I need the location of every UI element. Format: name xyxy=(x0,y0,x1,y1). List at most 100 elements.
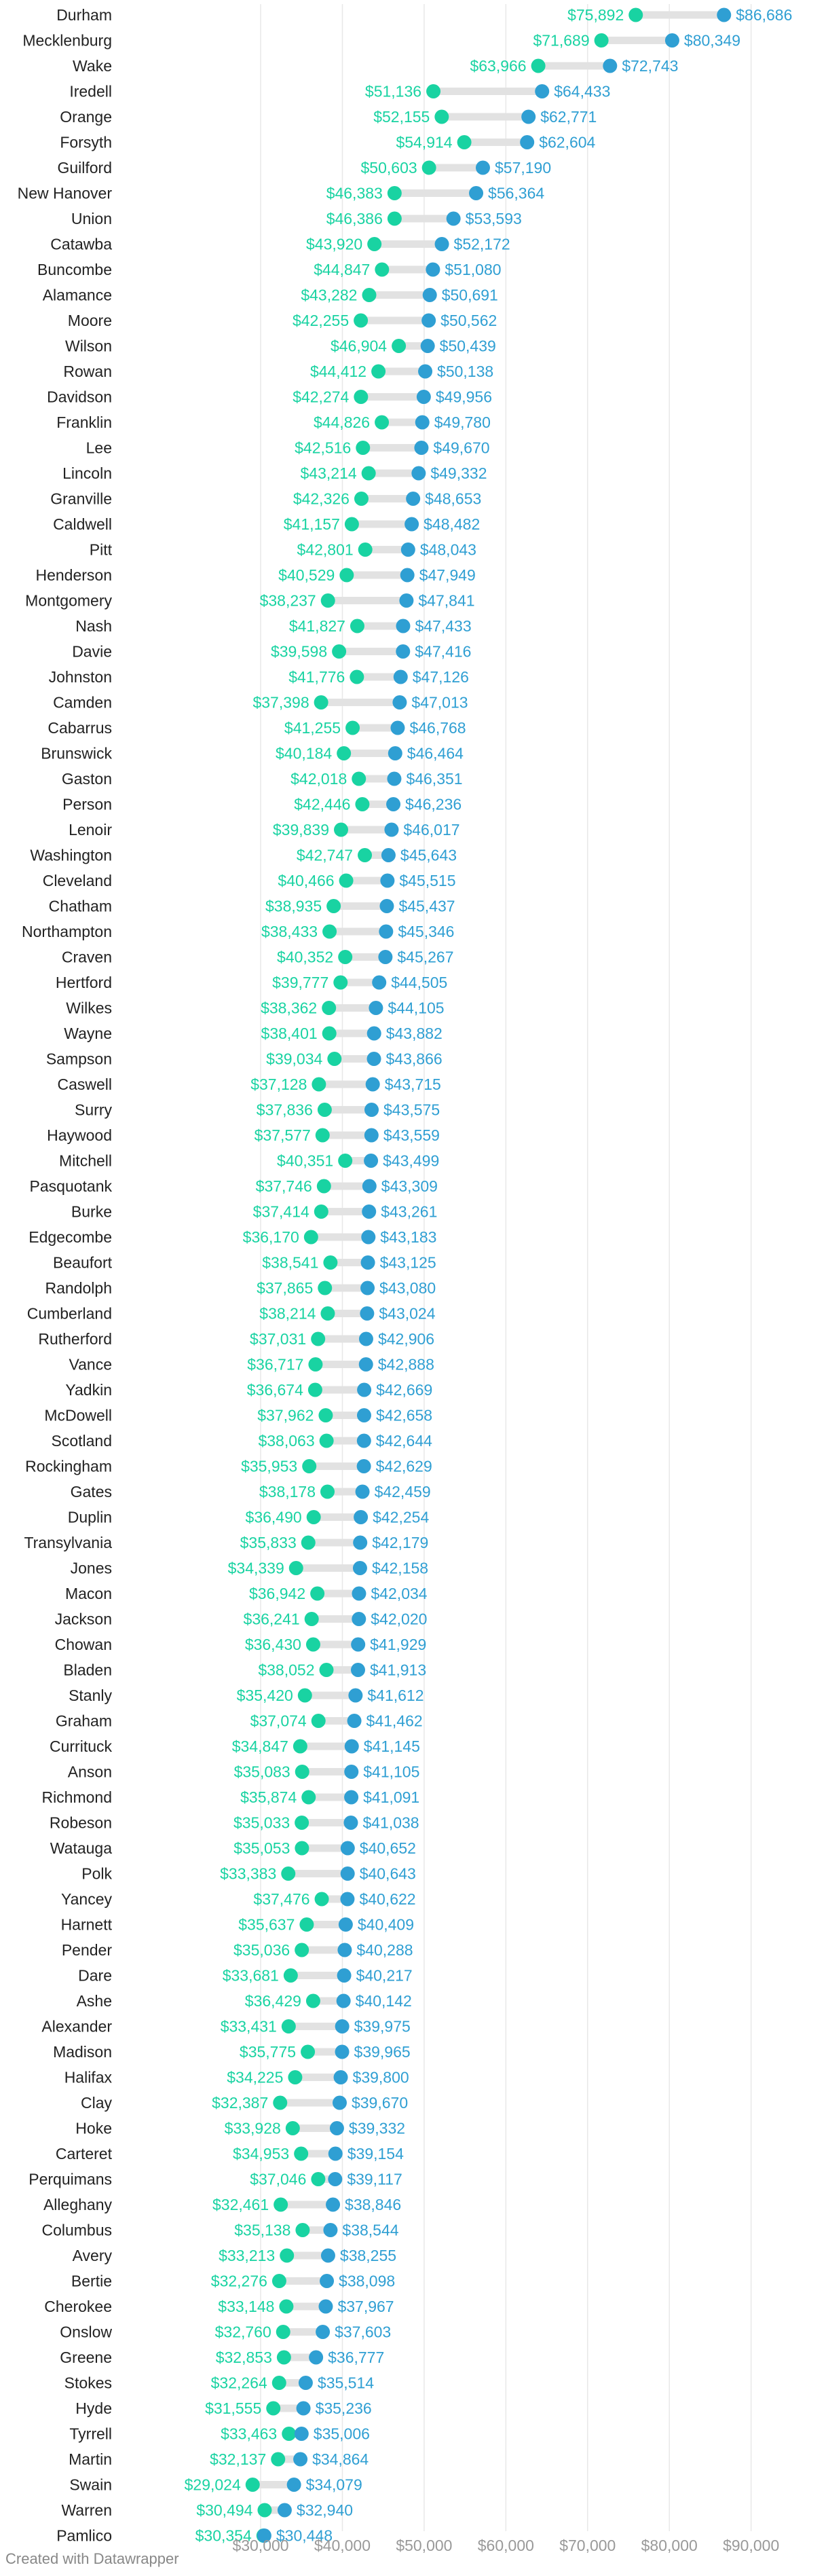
low-value-label: $40,529 xyxy=(278,566,335,584)
low-value-dot xyxy=(326,899,341,913)
high-value-dot xyxy=(475,160,490,175)
low-value-label: $41,255 xyxy=(284,719,341,737)
county-label: Davidson xyxy=(47,388,112,406)
low-value-label: $35,036 xyxy=(233,1941,290,1959)
low-value-label: $37,746 xyxy=(256,1177,312,1195)
chart-row: Lenoir $39,839 $46,017 xyxy=(69,821,460,839)
low-value-dot xyxy=(307,1382,322,1397)
high-value-label: $43,024 xyxy=(379,1305,435,1323)
high-value-dot xyxy=(415,415,430,430)
chart-row: Bertie $32,276 $38,098 xyxy=(71,2273,395,2290)
high-value-dot xyxy=(348,1688,363,1703)
low-value-label: $42,274 xyxy=(293,388,349,406)
county-label: Buncombe xyxy=(37,261,112,278)
low-value-dot xyxy=(311,2172,326,2186)
low-value-label: $35,420 xyxy=(237,1687,293,1704)
chart-row: Guilford $50,603 $57,190 xyxy=(57,159,551,177)
county-label: Montgomery xyxy=(25,592,112,610)
county-label: Wilson xyxy=(65,337,112,355)
high-value-dot xyxy=(353,1535,368,1550)
chart-row: Avery $33,213 $38,255 xyxy=(73,2247,396,2264)
high-value-label: $42,459 xyxy=(375,1483,431,1501)
low-value-dot xyxy=(318,1281,333,1295)
high-value-dot xyxy=(356,1459,371,1473)
low-value-label: $39,839 xyxy=(273,821,329,839)
high-value-label: $42,888 xyxy=(378,1356,434,1374)
high-value-dot xyxy=(379,899,394,913)
low-value-dot xyxy=(426,84,441,98)
low-value-dot xyxy=(362,288,377,302)
high-value-dot xyxy=(520,135,535,149)
chart-row: Northampton $38,433 $45,346 xyxy=(22,923,454,940)
low-value-label: $33,213 xyxy=(219,2247,275,2264)
county-label: Stanly xyxy=(69,1687,112,1704)
low-value-dot xyxy=(314,695,328,710)
county-label: Chowan xyxy=(55,1636,112,1653)
x-tick-label: $30,000 xyxy=(232,2537,288,2554)
chart-row: Craven $40,352 $45,267 xyxy=(62,949,454,966)
county-label: Macon xyxy=(65,1585,112,1602)
low-value-label: $36,170 xyxy=(243,1228,299,1246)
high-value-dot xyxy=(347,1714,362,1728)
high-value-dot xyxy=(603,58,618,73)
high-value-label: $42,034 xyxy=(371,1585,427,1602)
low-value-label: $36,430 xyxy=(245,1636,301,1653)
low-value-dot xyxy=(354,492,369,506)
high-value-label: $48,043 xyxy=(420,541,476,559)
high-value-label: $41,038 xyxy=(362,1814,419,1832)
county-label: Washington xyxy=(30,847,112,864)
low-value-dot xyxy=(271,2274,286,2288)
low-value-dot xyxy=(387,186,402,200)
chart-row: Union $46,386 $53,593 xyxy=(71,210,522,227)
low-value-label: $33,681 xyxy=(223,1967,279,1985)
chart-row: Surry $37,836 $43,575 xyxy=(75,1101,440,1119)
low-value-dot xyxy=(317,1103,332,1117)
high-value-dot xyxy=(411,466,426,481)
low-value-label: $35,033 xyxy=(233,1814,290,1832)
high-value-label: $46,351 xyxy=(406,770,462,788)
chart-row: Rowan $44,412 $50,138 xyxy=(63,363,493,380)
low-value-label: $42,446 xyxy=(294,796,350,813)
chart-row: Gates $38,178 $42,459 xyxy=(71,1483,431,1501)
x-tick-label: $40,000 xyxy=(314,2537,371,2554)
high-value-label: $43,866 xyxy=(386,1050,443,1068)
high-value-dot xyxy=(360,1281,375,1295)
high-value-dot xyxy=(364,1154,379,1168)
county-label: Iredell xyxy=(69,83,112,100)
chart-row: Alamance $43,282 $50,691 xyxy=(43,287,498,304)
county-label: Bertie xyxy=(71,2273,112,2290)
high-value-label: $53,593 xyxy=(466,210,522,227)
county-label: Nash xyxy=(75,617,112,635)
high-value-dot xyxy=(296,2401,311,2416)
chart-row: Lee $42,516 $49,670 xyxy=(86,439,490,457)
low-value-label: $38,214 xyxy=(259,1305,316,1323)
low-value-label: $32,461 xyxy=(212,2196,269,2213)
chart-row: Wayne $38,401 $43,882 xyxy=(64,1025,443,1042)
high-value-label: $38,544 xyxy=(342,2222,398,2239)
chart-row: Vance $36,717 $42,888 xyxy=(69,1356,434,1374)
high-value-dot xyxy=(352,1586,366,1601)
low-value-dot xyxy=(276,2325,290,2339)
datawrapper-credit[interactable]: Created with Datawrapper xyxy=(5,2550,179,2567)
high-value-dot xyxy=(293,2452,308,2467)
low-value-dot xyxy=(361,466,376,481)
low-value-label: $46,383 xyxy=(326,185,383,202)
county-label: Clay xyxy=(81,2094,113,2112)
high-value-label: $45,515 xyxy=(399,872,455,889)
chart-row: Tyrrell $33,463 $35,006 xyxy=(69,2425,370,2443)
high-value-label: $44,105 xyxy=(388,999,444,1017)
county-label: Vance xyxy=(69,1356,112,1374)
high-value-label: $42,254 xyxy=(373,1509,429,1526)
low-value-dot xyxy=(350,669,364,684)
low-value-label: $71,689 xyxy=(533,32,589,50)
high-value-dot xyxy=(366,1052,381,1066)
high-value-dot xyxy=(426,262,440,277)
chart-row: Camden $37,398 $47,013 xyxy=(53,694,468,712)
high-value-dot xyxy=(418,364,433,379)
high-value-label: $52,172 xyxy=(454,236,510,253)
x-tick-label: $70,000 xyxy=(559,2537,616,2554)
high-value-dot xyxy=(365,1077,380,1092)
high-value-label: $42,906 xyxy=(378,1330,434,1348)
low-value-dot xyxy=(305,1993,320,2008)
low-value-label: $37,962 xyxy=(257,1407,314,1424)
